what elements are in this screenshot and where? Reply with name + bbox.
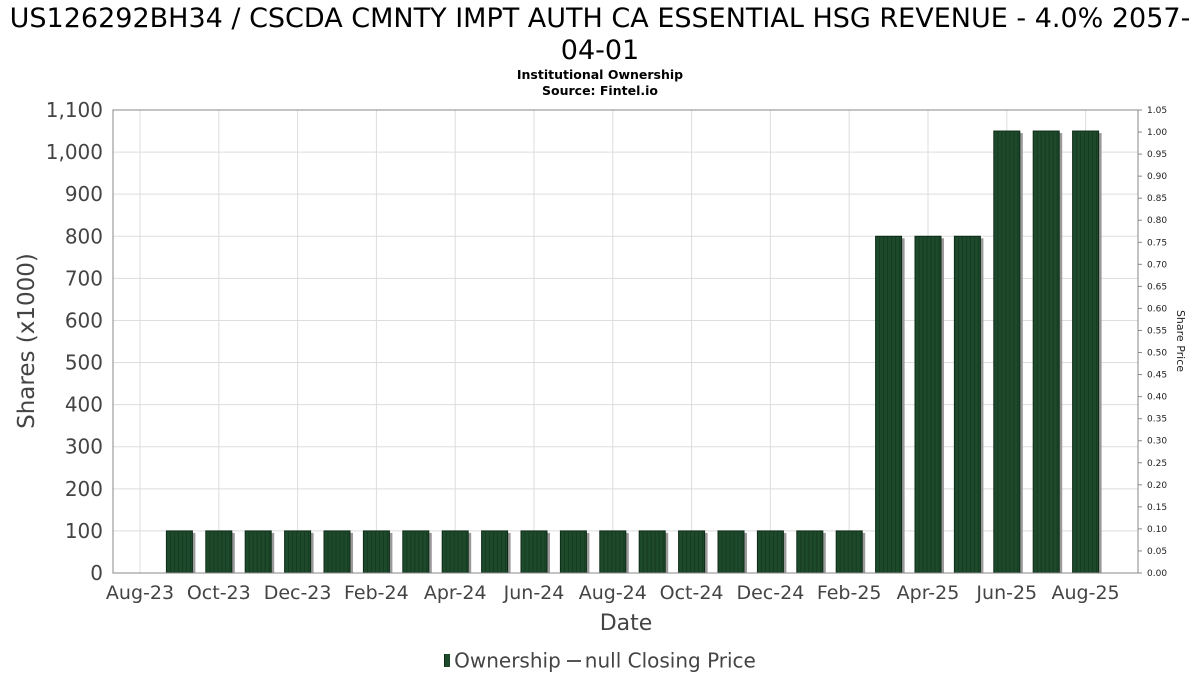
y2-tick-label: 0.05 <box>1147 547 1167 557</box>
x-tick-label: Dec-23 <box>264 582 332 604</box>
y-tick-label: 400 <box>65 393 103 417</box>
y2-axis-ticks: 0.00 0.05 0.10 0.15 0.20 0.25 0.30 0.35 0.40 0.45… <box>1138 106 1167 579</box>
y2-tick-label: 0.60 <box>1147 304 1167 314</box>
y2-tick-label: 1.00 <box>1147 128 1167 138</box>
y2-tick-label: 0.80 <box>1147 216 1167 226</box>
chart-source: Source: Fintel.io <box>542 83 658 98</box>
chart-subtitle: Institutional Ownership <box>516 67 684 82</box>
y2-tick-label: 0.70 <box>1147 260 1167 270</box>
x-tick-label: Aug-25 <box>1052 582 1120 604</box>
y2-tick-label: 0.45 <box>1147 371 1167 381</box>
y2-tick-label: 0.25 <box>1147 459 1167 469</box>
legend-price-line <box>566 659 581 662</box>
legend-ownership-label: Ownership <box>454 648 561 673</box>
x-tick-label: Aug-24 <box>579 582 647 604</box>
x-tick-label: Dec-24 <box>736 582 804 604</box>
y2-tick-label: 0.85 <box>1147 194 1167 204</box>
y-tick-label: 1,000 <box>46 140 103 164</box>
x-tick-label: Oct-24 <box>660 582 724 604</box>
x-tick-label: Feb-25 <box>817 582 882 604</box>
y2-tick-label: 0.75 <box>1147 238 1167 248</box>
y2-tick-label: 0.15 <box>1147 503 1167 513</box>
x-axis-ticks: Aug-23 Oct-23 Dec-23 Feb-24 Apr-24 Jun-24 Aug-… <box>106 582 1120 604</box>
y-tick-label: 800 <box>65 224 103 248</box>
y2-tick-label: 0.50 <box>1147 349 1167 359</box>
y-tick-label: 200 <box>65 477 103 501</box>
x-tick-label: Apr-24 <box>424 582 487 604</box>
y-tick-label: 0 <box>90 561 103 585</box>
y-tick-label: 900 <box>65 182 103 206</box>
y2-tick-label: 0.95 <box>1147 150 1167 160</box>
legend-ownership-swatch <box>444 654 451 667</box>
y2-tick-label: 1.05 <box>1147 106 1167 116</box>
ownership-bars <box>165 130 1102 574</box>
chart-title: US126292BH34 / CSCDA CMNTY IMPT AUTH CA … <box>9 3 1191 66</box>
y-tick-label: 300 <box>65 435 103 459</box>
x-axis-label: Date <box>600 611 653 636</box>
y-tick-label: 100 <box>65 519 103 543</box>
y-axis-ticks: 0 100 200 300 400 500 600 700 800 900 1,000 1,100 <box>46 98 103 585</box>
y2-tick-label: 0.55 <box>1147 326 1167 336</box>
y2-tick-label: 0.00 <box>1147 569 1167 579</box>
x-tick-label: Aug-23 <box>106 582 174 604</box>
y2-tick-label: 0.35 <box>1147 415 1167 425</box>
y2-tick-label: 0.40 <box>1147 393 1167 403</box>
x-tick-label: Feb-24 <box>344 582 409 604</box>
plot-frame <box>112 109 1139 574</box>
y2-tick-label: 0.30 <box>1147 437 1167 447</box>
x-tick-label: Jun-25 <box>975 582 1037 604</box>
y2-tick-label: 0.90 <box>1147 172 1167 182</box>
y2-tick-label: 0.10 <box>1147 525 1167 535</box>
y2-tick-label: 0.65 <box>1147 282 1167 292</box>
y-tick-label: 600 <box>65 308 103 332</box>
x-tick-label: Apr-25 <box>897 582 960 604</box>
y-tick-label: 500 <box>65 351 103 375</box>
y2-tick-label: 0.20 <box>1147 481 1167 491</box>
x-tick-label: Oct-23 <box>187 582 251 604</box>
chart-legend: Ownership null Closing Price <box>0 647 1200 673</box>
grid-lines <box>113 110 1138 573</box>
y2-axis-label: Share Price <box>1174 310 1187 372</box>
y-axis-label: Shares (x1000) <box>14 253 40 429</box>
y-tick-label: 700 <box>65 266 103 290</box>
legend-price-label: null Closing Price <box>584 648 756 673</box>
y-tick-label: 1,100 <box>46 98 103 122</box>
x-tick-label: Jun-24 <box>503 582 565 604</box>
